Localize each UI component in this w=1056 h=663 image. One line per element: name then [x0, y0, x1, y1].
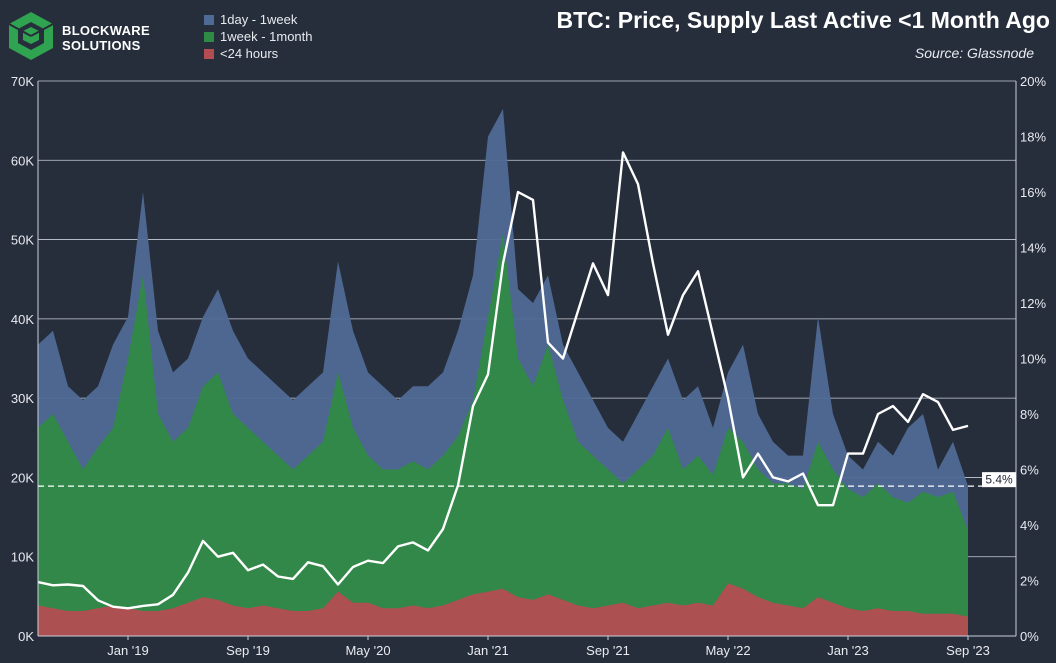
y-left-tick-label: 20K	[11, 470, 34, 485]
x-tick-label: May '22	[705, 643, 750, 658]
current-value-annotation: 5.4%	[38, 472, 1016, 488]
y-right-tick-label: 12%	[1020, 296, 1046, 311]
legend-label-under-24h: <24 hours	[220, 46, 279, 61]
area-series	[38, 108, 968, 637]
x-tick-label: Jan '21	[467, 643, 509, 658]
brand-line-2: SOLUTIONS	[62, 38, 141, 53]
x-tick-label: May '20	[345, 643, 390, 658]
y-right-tick-label: 18%	[1020, 130, 1046, 145]
price-series	[37, 151, 969, 610]
y-left-tick-label: 70K	[11, 74, 34, 89]
y-left-tick-label: 50K	[11, 233, 34, 248]
legend-swatch-day-week	[204, 14, 214, 25]
btc-price-line	[37, 151, 969, 610]
axis-labels: 0K 10K 20K 30K 40K 50K 60K 70K 0% 2% 4% 6% 8% 10% 12% 1…	[11, 74, 1047, 658]
x-tick-label: Sep '19	[226, 643, 270, 658]
chart-subtitle: Source: Glassnode	[914, 45, 1034, 61]
x-tick-label: Jan '23	[827, 643, 869, 658]
y-left-tick-label: 60K	[11, 153, 34, 168]
y-right-tick-label: 8%	[1020, 407, 1039, 422]
y-right-tick-label: 6%	[1020, 463, 1039, 478]
legend-swatch-under-24h	[204, 48, 214, 59]
legend-label-week-month: 1week - 1month	[220, 29, 313, 44]
legend-item-day-week: 1day - 1week	[204, 11, 313, 28]
y-left-tick-label: 0K	[18, 629, 34, 644]
legend-label-day-week: 1day - 1week	[220, 12, 298, 27]
y-right-tick-label: 16%	[1020, 185, 1046, 200]
plot-frame	[37, 81, 1017, 637]
y-right-tick-label: 4%	[1020, 518, 1039, 533]
brand-logo: BLOCKWARE SOLUTIONS	[6, 10, 186, 62]
y-left-tick-label: 30K	[11, 391, 34, 406]
x-tick-label: Sep '23	[946, 643, 990, 658]
chart-title: BTC: Price, Supply Last Active <1 Month …	[556, 7, 1050, 33]
x-tick-label: Jan '19	[107, 643, 149, 658]
y-right-tick-label: 20%	[1020, 74, 1046, 89]
legend-swatch-week-month	[204, 31, 214, 42]
area-24-hours	[38, 583, 968, 636]
brand-name: BLOCKWARE SOLUTIONS	[62, 23, 150, 53]
annotation-label-box	[982, 472, 1016, 488]
logo-cube-icon	[8, 12, 54, 60]
y-right-tick-label: 10%	[1020, 352, 1046, 367]
legend-item-under-24h: <24 hours	[204, 45, 313, 62]
y-left-tick-label: 10K	[11, 550, 34, 565]
x-tick-label: Sep '21	[586, 643, 630, 658]
y-right-tick-label: 14%	[1020, 241, 1046, 256]
legend: 1day - 1week 1week - 1month <24 hours	[204, 11, 313, 62]
y-left-tick-label: 40K	[11, 312, 34, 327]
annotation-label: 5.4%	[985, 473, 1013, 487]
y-right-tick-label: 0%	[1020, 629, 1039, 644]
brand-line-1: BLOCKWARE	[62, 23, 150, 38]
legend-item-week-month: 1week - 1month	[204, 28, 313, 45]
area-1week-1month	[38, 233, 968, 636]
y-right-tick-label: 2%	[1020, 574, 1039, 589]
